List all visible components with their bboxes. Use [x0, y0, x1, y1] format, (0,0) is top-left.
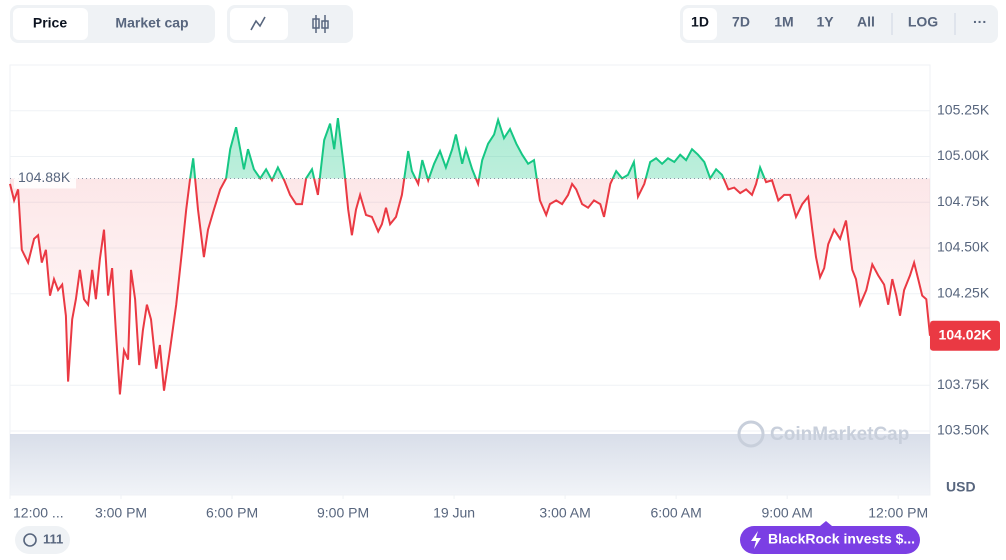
range-group	[680, 5, 998, 43]
tab-active[interactable]	[13, 8, 88, 40]
x-tick-label: 6:00 PM	[206, 505, 258, 521]
y-tick-label: 104.25K	[937, 284, 990, 300]
x-tick-label: 12:00 PM	[868, 505, 928, 521]
y-tick-label: 104.75K	[937, 193, 990, 209]
y-tick-label: 104.50K	[937, 239, 990, 255]
plot: 104.88K	[9, 110, 931, 499]
badge-count[interactable]: 111	[43, 531, 63, 546]
news-pill[interactable]	[740, 526, 920, 554]
x-tick-label: 9:00 AM	[761, 505, 812, 521]
baseline-label: 104.88K	[18, 169, 71, 185]
bolt-icon	[751, 531, 761, 549]
baseline-label-bg	[14, 168, 76, 189]
clock-icon	[23, 533, 37, 547]
tab[interactable]: Market cap	[115, 15, 188, 31]
log-button[interactable]: LOG	[908, 14, 938, 30]
range-button[interactable]: 1D	[691, 14, 709, 30]
x-tick-label: 9:00 PM	[317, 505, 369, 521]
current-price-label: 104.02K	[939, 327, 992, 343]
price-line-up	[189, 116, 766, 179]
range-button[interactable]: All	[857, 14, 875, 30]
volume-bars	[10, 434, 930, 495]
price-line-down	[9, 178, 931, 395]
x-tick-label: 3:00 PM	[95, 505, 147, 521]
area-up	[190, 118, 765, 179]
range-button[interactable]: 1M	[774, 14, 793, 30]
x-tick-label: 6:00 AM	[650, 505, 701, 521]
news-text[interactable]: BlackRock invests $...	[768, 531, 915, 547]
range-button[interactable]: 7D	[732, 14, 750, 30]
y-tick-label: 105.25K	[937, 101, 990, 117]
line-icon	[250, 16, 266, 31]
candle-icon[interactable]	[312, 15, 329, 33]
watermark: CoinMarketCap	[770, 424, 909, 445]
pill-pointer	[820, 521, 832, 526]
tab[interactable]: Price	[33, 15, 67, 31]
y-tick-label: 103.50K	[937, 422, 990, 438]
range-button[interactable]: 1Y	[816, 14, 834, 30]
area-down	[10, 178, 930, 395]
y-unit: USD	[946, 479, 976, 495]
more-button[interactable]: ···	[973, 14, 987, 30]
badge[interactable]	[15, 526, 70, 554]
x-tick-label: 3:00 AM	[539, 505, 590, 521]
y-tick-label: 105.00K	[937, 147, 990, 163]
x-tick-label: 19 Jun	[433, 505, 475, 521]
range-active[interactable]	[683, 8, 717, 40]
current-price-tag	[930, 320, 1000, 351]
y-tick-label: 103.75K	[937, 376, 990, 392]
watermark-logo	[737, 420, 765, 448]
x-tick-label: 12:00 ...	[13, 505, 64, 521]
